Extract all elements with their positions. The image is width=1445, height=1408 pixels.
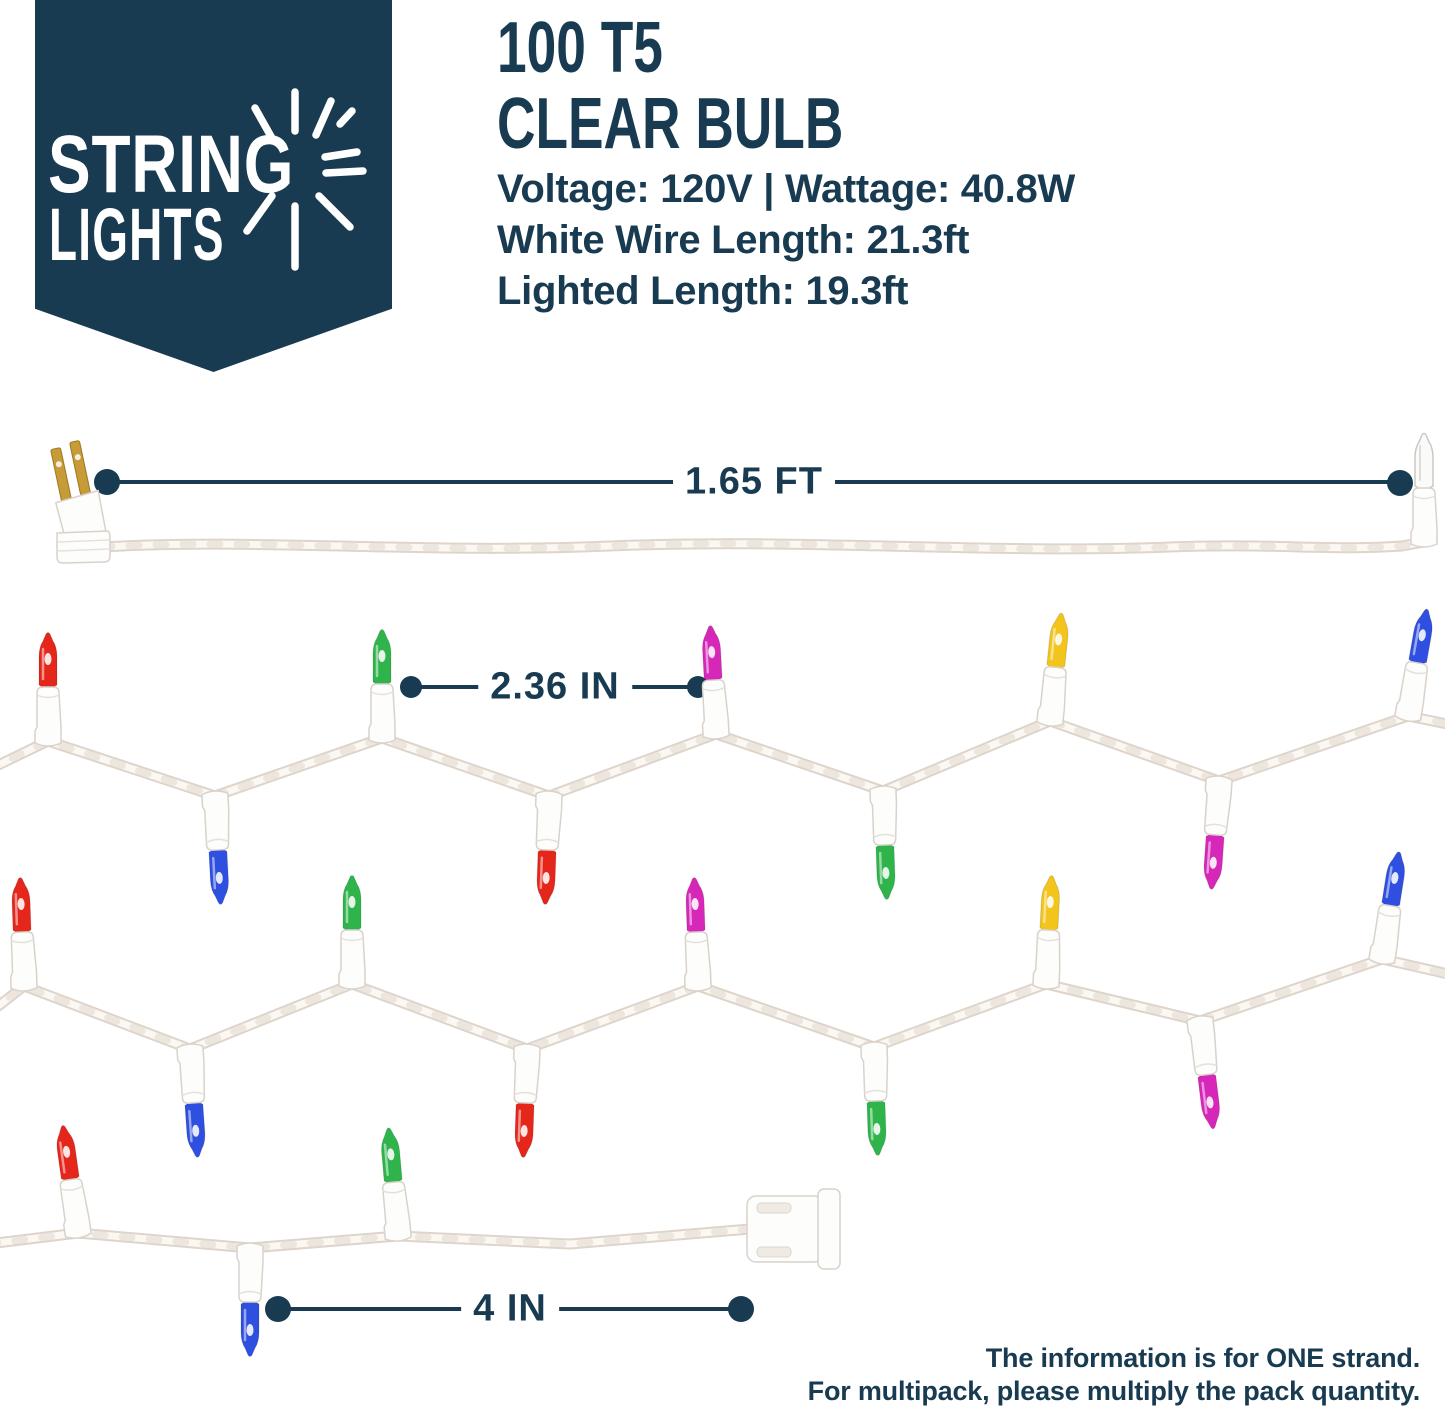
light-strand-row bbox=[0, 608, 1445, 905]
bulb-red-icon bbox=[56, 1125, 92, 1239]
footnote: The information is for ONE strand. For m… bbox=[807, 1342, 1421, 1408]
end-gap-label: 4 IN bbox=[461, 1287, 559, 1331]
brand-badge: STRING LIGHTS bbox=[35, 0, 392, 372]
measure-dot bbox=[265, 1296, 291, 1322]
bulb-blue-icon bbox=[1394, 608, 1433, 723]
spec-wire-length: White Wire Length: 21.3ft bbox=[497, 218, 970, 262]
bulb-clear-icon bbox=[1410, 432, 1438, 548]
product-title: 100 T5 CLEAR BULB bbox=[497, 10, 843, 162]
spec-lighted-length: Lighted Length: 19.3ft bbox=[497, 269, 909, 313]
lead-wire bbox=[96, 536, 1430, 555]
bulb-red-icon bbox=[34, 632, 62, 747]
bulb-green-icon bbox=[338, 875, 366, 990]
bulb-blue-icon bbox=[236, 1242, 264, 1357]
footnote-line1: The information is for ONE strand. bbox=[985, 1343, 1420, 1373]
light-strand-row bbox=[0, 1125, 756, 1357]
bulb-green-icon bbox=[869, 785, 898, 900]
bulb-red-icon bbox=[512, 1043, 541, 1158]
bulb-gap-label: 2.36 IN bbox=[478, 665, 632, 709]
bulb-green-icon bbox=[860, 1041, 889, 1156]
measure-dot bbox=[728, 1296, 754, 1322]
end-connector-icon bbox=[746, 1188, 841, 1270]
product-specs: Voltage: 120V | Wattage: 40.8W White Wir… bbox=[497, 164, 1075, 317]
bulb-blue-icon bbox=[201, 790, 230, 905]
bulb-pink-icon bbox=[1203, 775, 1233, 890]
bulb-yellow-icon bbox=[1036, 612, 1069, 727]
bulb-blue-icon bbox=[1368, 851, 1406, 966]
footnote-line2: For multipack, please multiply the pack … bbox=[807, 1376, 1421, 1406]
measure-dot bbox=[400, 676, 422, 698]
spec-voltage-wattage: Voltage: 120V | Wattage: 40.8W bbox=[497, 167, 1075, 211]
bulb-red-icon bbox=[534, 790, 563, 905]
bulb-green-icon bbox=[381, 1127, 412, 1242]
product-title-line1: 100 T5 bbox=[497, 8, 663, 88]
plug-icon bbox=[50, 440, 111, 564]
starburst-icon bbox=[243, 88, 367, 271]
measure-dot bbox=[94, 469, 120, 495]
bulb-yellow-icon bbox=[1032, 875, 1061, 990]
brand-name-line1: STRING bbox=[48, 119, 295, 210]
light-strand-row bbox=[0, 851, 1445, 1158]
measure-dot bbox=[1387, 470, 1413, 496]
bulb-pink-icon bbox=[683, 877, 712, 992]
bulb-blue-icon bbox=[176, 1043, 206, 1158]
brand-name-line2: LIGHTS bbox=[49, 193, 225, 276]
bulb-pink-icon bbox=[1186, 1015, 1221, 1130]
bulb-red-icon bbox=[9, 877, 38, 992]
product-title-line2: CLEAR BULB bbox=[497, 84, 844, 164]
lead-length-label: 1.65 FT bbox=[673, 460, 835, 504]
bulb-green-icon bbox=[368, 629, 396, 744]
bulb-pink-icon bbox=[701, 625, 730, 740]
